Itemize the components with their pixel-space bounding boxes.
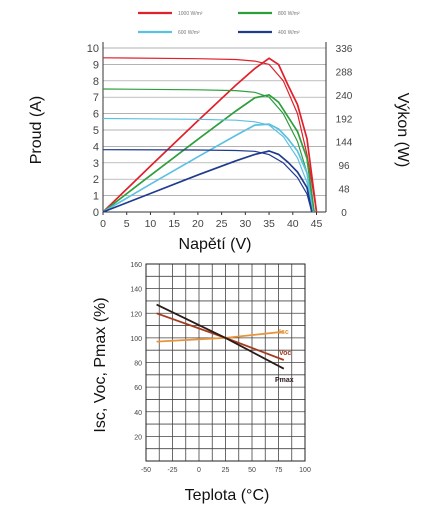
current-curve <box>102 117 314 213</box>
y-left-tick-label: 3 <box>93 158 99 170</box>
y-right-tick-label: 240 <box>336 91 353 102</box>
x-tick-label: 20 <box>192 218 204 230</box>
x-tick-label: 0 <box>197 467 201 474</box>
series-line <box>156 312 285 361</box>
x-tick-label: 50 <box>248 467 256 474</box>
y-left-tick-label: 5 <box>93 125 99 137</box>
y-left-tick-label: 8 <box>93 76 99 88</box>
x-tick-label: 5 <box>124 218 130 230</box>
x-tick-label: 40 <box>287 218 299 230</box>
y-tick-label: 80 <box>134 361 142 368</box>
y-axis-title: Isc, Voc, Pmax (%) <box>92 297 109 432</box>
x-tick-label: 10 <box>145 218 157 230</box>
x-axis-title: Teplota (°C) <box>185 487 270 504</box>
x-tick-label: 100 <box>299 467 311 474</box>
y-left-tick-label: 6 <box>93 109 99 121</box>
plot-frame <box>145 263 306 462</box>
y-right-tick-label: 192 <box>336 114 353 125</box>
y-left-tick-label: 10 <box>87 43 99 55</box>
y-right-tick-label: 48 <box>338 185 350 196</box>
y-tick-label: 160 <box>130 262 142 269</box>
y-right-tick-label: 336 <box>336 44 353 55</box>
x-tick-label: 25 <box>222 467 230 474</box>
x-tick-label: -50 <box>141 467 151 474</box>
x-tick-label: 15 <box>168 218 180 230</box>
x-tick-label: 30 <box>239 218 251 230</box>
y-left-tick-label: 1 <box>93 191 99 203</box>
y-left-axis-title: Proud (A) <box>28 96 45 164</box>
x-tick-label: 25 <box>216 218 228 230</box>
y-right-tick-label: 288 <box>336 67 353 78</box>
y-tick-label: 40 <box>134 410 142 417</box>
y-left-tick-label: 4 <box>93 141 99 153</box>
x-tick-label: 0 <box>100 218 106 230</box>
current-curve <box>102 88 315 213</box>
y-right-axis-title: Výkon (W) <box>394 93 411 168</box>
y-right-tick-label: 0 <box>341 208 347 219</box>
y-tick-label: 60 <box>134 385 142 392</box>
current-curve <box>102 149 313 213</box>
y-left-tick-label: 0 <box>93 207 99 219</box>
y-left-tick-label: 2 <box>93 174 99 186</box>
legend-label: 1000 W/m² <box>178 11 203 17</box>
legend-label: 800 W/m² <box>278 11 300 17</box>
y-tick-label: 120 <box>130 311 142 318</box>
x-tick-label: -25 <box>167 467 177 474</box>
temperature-chart: 20 40 60 80 100 120 140 160 -50 -25 0 25 50 75 100 Isc V… <box>92 262 311 504</box>
legend-label: 400 W/m² <box>278 30 300 36</box>
y-left-tick-label: 9 <box>93 59 99 71</box>
y-tick-label: 20 <box>134 434 142 441</box>
power-curve <box>102 123 314 213</box>
y-right-tick-label: 144 <box>336 138 353 149</box>
current-curve <box>102 57 318 213</box>
x-axis-title: Napětí (V) <box>179 236 252 253</box>
y-left-tick-label: 7 <box>93 92 99 104</box>
y-tick-label: 140 <box>130 287 142 294</box>
series-label: Voc <box>279 350 291 357</box>
power-curve <box>102 57 318 213</box>
y-right-tick-label: 96 <box>338 161 350 172</box>
series-line <box>156 303 285 370</box>
series-label: Isc <box>279 329 289 336</box>
power-curve <box>102 93 315 213</box>
legend-label: 600 W/m² <box>178 30 200 36</box>
x-tick-label: 35 <box>263 218 275 230</box>
y-tick-label: 100 <box>130 336 142 343</box>
x-tick-label: 45 <box>311 218 323 230</box>
series-label: Pmax <box>275 377 294 384</box>
x-tick-label: 75 <box>275 467 283 474</box>
power-curve <box>102 150 313 213</box>
